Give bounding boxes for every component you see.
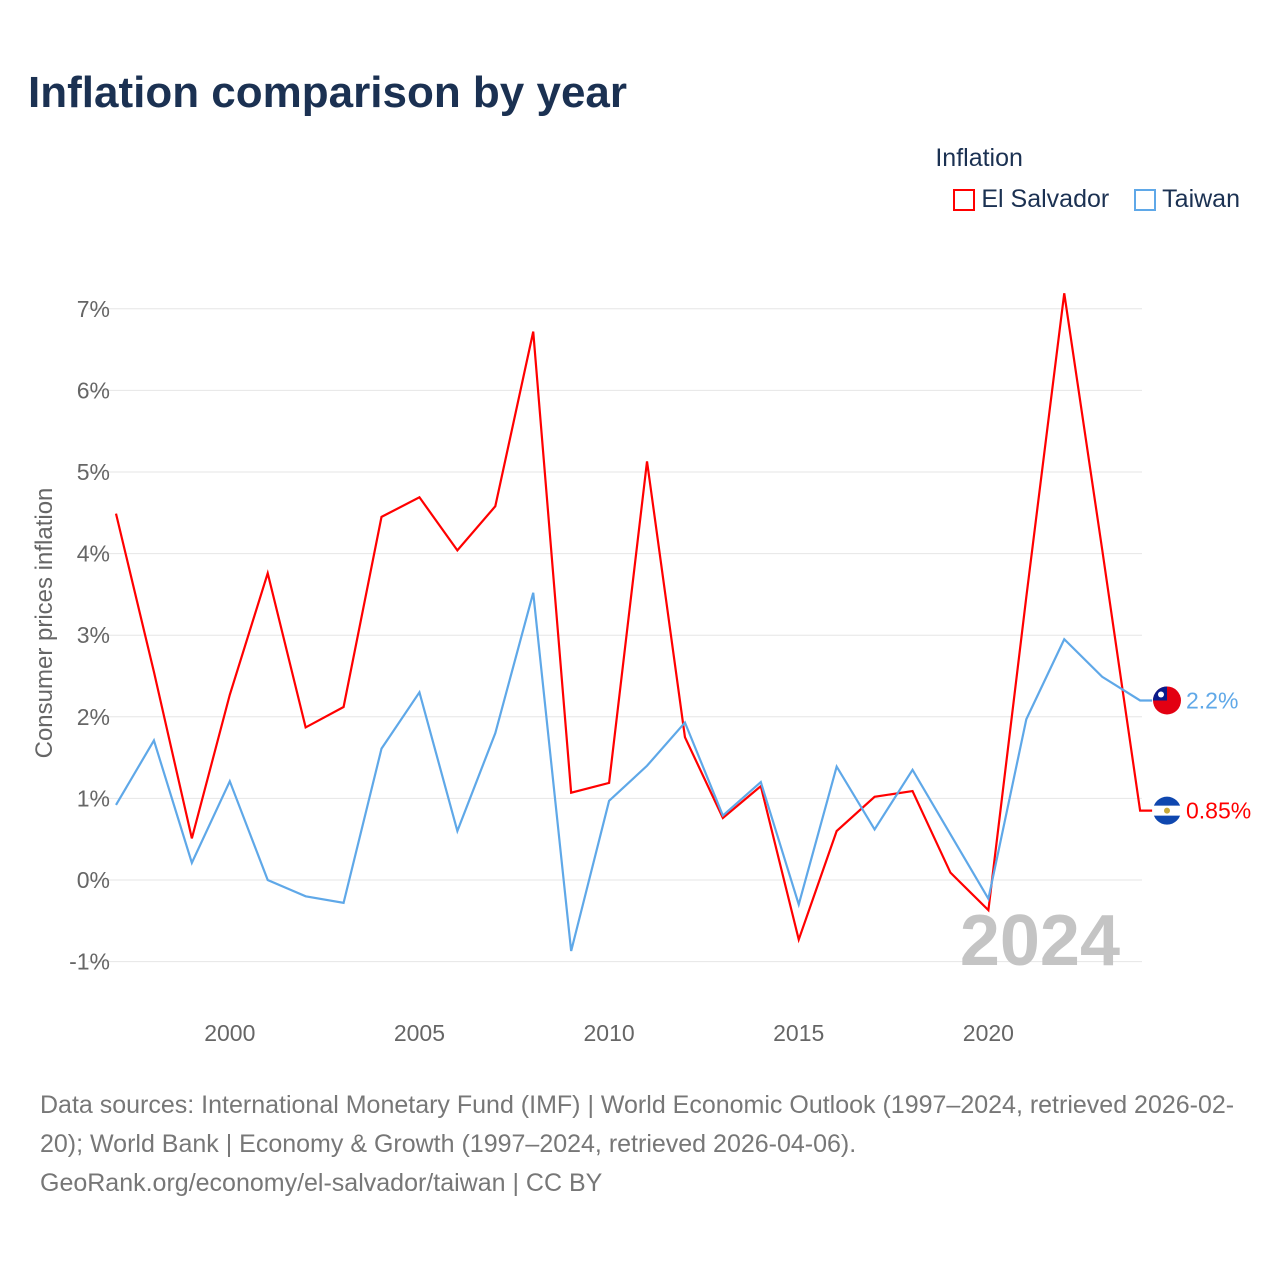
data-point[interactable] bbox=[189, 860, 195, 866]
data-point[interactable] bbox=[303, 893, 309, 899]
data-point[interactable] bbox=[606, 780, 612, 786]
chart-title: Inflation comparison by year bbox=[28, 68, 628, 117]
x-tick-label: 2000 bbox=[204, 1020, 255, 1046]
data-point[interactable] bbox=[265, 570, 271, 576]
data-point[interactable] bbox=[872, 794, 878, 800]
data-point[interactable] bbox=[1023, 594, 1029, 600]
data-point[interactable] bbox=[985, 896, 991, 902]
data-point[interactable] bbox=[834, 764, 840, 770]
data-point[interactable] bbox=[910, 788, 916, 794]
data-point[interactable] bbox=[985, 907, 991, 913]
series-line-taiwan[interactable] bbox=[115, 592, 1153, 952]
data-point[interactable] bbox=[416, 689, 422, 695]
data-point[interactable] bbox=[758, 779, 764, 785]
data-point[interactable] bbox=[1023, 716, 1029, 722]
data-point[interactable] bbox=[341, 704, 347, 710]
data-point[interactable] bbox=[454, 828, 460, 834]
data-point[interactable] bbox=[416, 494, 422, 500]
y-axis-label: Consumer prices inflation bbox=[31, 488, 58, 759]
y-tick-label: 4% bbox=[77, 541, 110, 567]
data-point[interactable] bbox=[379, 746, 385, 752]
data-point[interactable] bbox=[492, 730, 498, 736]
y-tick-label: -1% bbox=[69, 949, 110, 975]
footer: Data sources: International Monetary Fun… bbox=[40, 1086, 1250, 1203]
data-point[interactable] bbox=[796, 901, 802, 907]
data-point[interactable] bbox=[113, 511, 119, 517]
x-tick-label: 2010 bbox=[584, 1020, 635, 1046]
legend-swatch bbox=[1134, 188, 1157, 211]
y-tick-label: 7% bbox=[77, 296, 110, 322]
data-point[interactable] bbox=[1099, 674, 1105, 680]
data-point[interactable] bbox=[454, 547, 460, 553]
data-point[interactable] bbox=[1137, 697, 1143, 703]
data-point[interactable] bbox=[606, 798, 612, 804]
data-point[interactable] bbox=[303, 724, 309, 730]
x-tick-label: 2015 bbox=[773, 1020, 824, 1046]
y-tick-label: 6% bbox=[77, 377, 110, 403]
y-tick-label: 2% bbox=[77, 704, 110, 730]
legend-swatch bbox=[953, 188, 976, 211]
legend-title: Inflation bbox=[935, 144, 1023, 172]
data-point[interactable] bbox=[644, 458, 650, 464]
data-point[interactable] bbox=[568, 948, 574, 954]
source-link[interactable]: GeoRank.org/economy/el-salvador/taiwan |… bbox=[40, 1169, 603, 1197]
data-point[interactable] bbox=[379, 514, 385, 520]
y-tick-label: 5% bbox=[77, 459, 110, 485]
y-tick-label: 3% bbox=[77, 622, 110, 648]
data-point[interactable] bbox=[947, 831, 953, 837]
data-point[interactable] bbox=[265, 877, 271, 883]
data-point[interactable] bbox=[113, 802, 119, 808]
data-point[interactable] bbox=[151, 737, 157, 743]
end-value-label: 0.85% bbox=[1186, 798, 1251, 824]
data-point[interactable] bbox=[796, 937, 802, 943]
legend-label: Taiwan bbox=[1162, 185, 1240, 213]
data-point[interactable] bbox=[227, 692, 233, 698]
data-point[interactable] bbox=[1099, 547, 1105, 553]
data-point[interactable] bbox=[682, 734, 688, 740]
data-point[interactable] bbox=[227, 778, 233, 784]
data-sources: Data sources: International Monetary Fun… bbox=[40, 1091, 1235, 1158]
data-point[interactable] bbox=[530, 329, 536, 335]
x-tick-label: 2020 bbox=[963, 1020, 1014, 1046]
legend-label: El Salvador bbox=[981, 185, 1110, 213]
data-point[interactable] bbox=[151, 669, 157, 675]
data-point[interactable] bbox=[644, 763, 650, 769]
x-tick-label: 2005 bbox=[394, 1020, 445, 1046]
data-point[interactable] bbox=[1061, 290, 1067, 296]
end-value-label: 2.2% bbox=[1186, 687, 1238, 713]
data-point[interactable] bbox=[568, 790, 574, 796]
data-point[interactable] bbox=[341, 900, 347, 906]
data-point[interactable] bbox=[1061, 636, 1067, 642]
data-point[interactable] bbox=[947, 870, 953, 876]
data-point[interactable] bbox=[1137, 808, 1143, 814]
legend-item-taiwan[interactable]: Taiwan bbox=[1134, 185, 1240, 214]
legend: Inflation El Salvador Taiwan bbox=[935, 144, 1240, 218]
y-tick-label: 1% bbox=[77, 785, 110, 811]
data-point[interactable] bbox=[872, 826, 878, 832]
data-point[interactable] bbox=[189, 835, 195, 841]
data-point[interactable] bbox=[492, 503, 498, 509]
flag-emblem bbox=[1164, 807, 1170, 814]
y-tick-label: 0% bbox=[77, 867, 110, 893]
data-point[interactable] bbox=[530, 590, 536, 596]
flag-sun bbox=[1158, 691, 1164, 698]
data-point[interactable] bbox=[720, 813, 726, 819]
data-point[interactable] bbox=[910, 767, 916, 773]
line-chart: -1% 0% 1% 2% 3% 4% 5% 6% 7% 2000 2005 2010 2015 2020 C… bbox=[31, 290, 1251, 1046]
data-point[interactable] bbox=[834, 828, 840, 834]
series-line-el-salvador[interactable] bbox=[114, 293, 1153, 944]
data-point[interactable] bbox=[682, 720, 688, 726]
legend-item-el-salvador[interactable]: El Salvador bbox=[953, 185, 1109, 214]
year-watermark: 2024 bbox=[960, 901, 1120, 981]
